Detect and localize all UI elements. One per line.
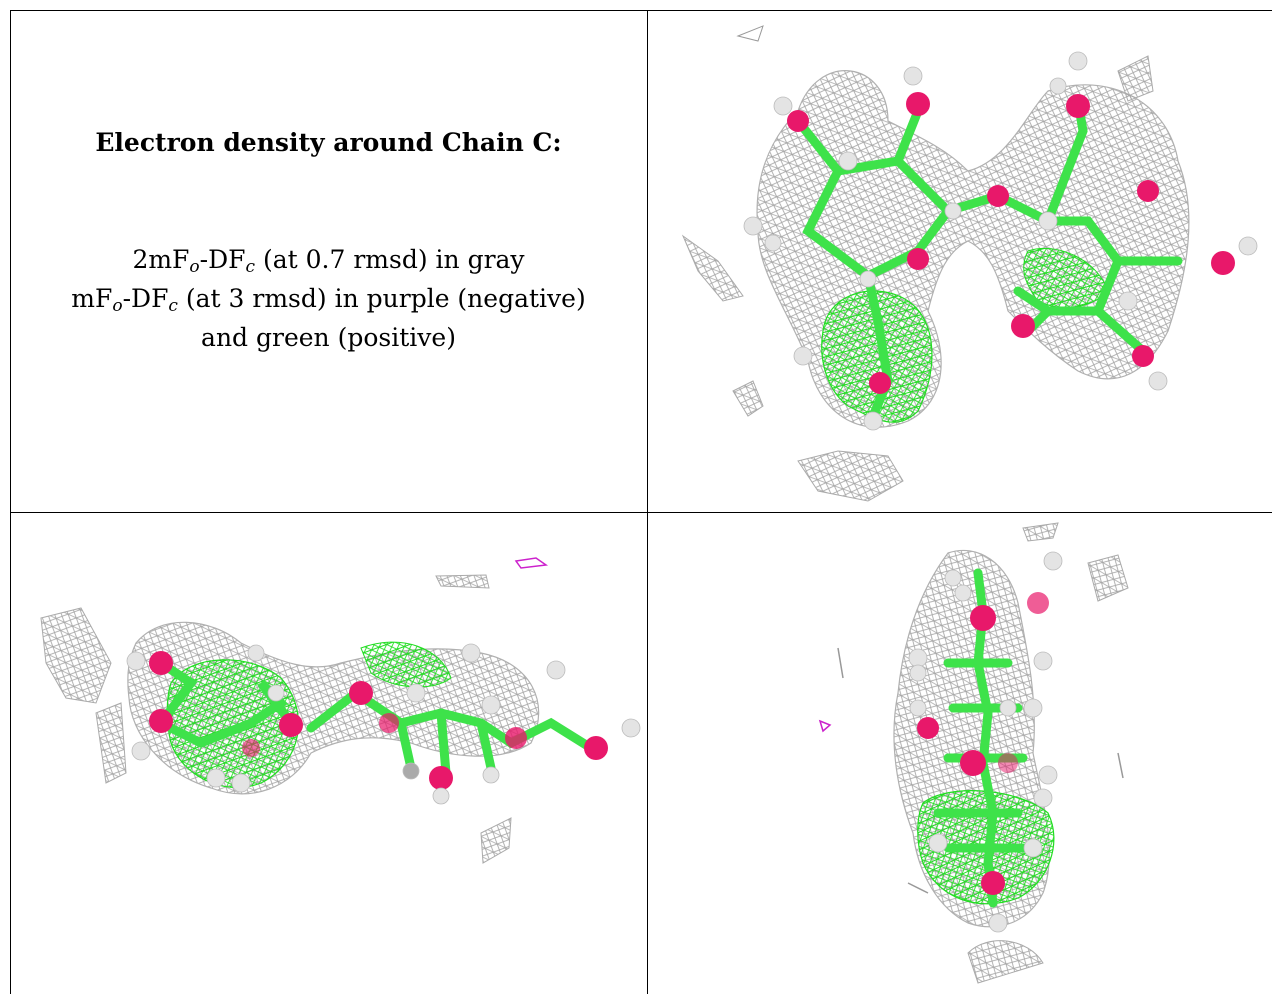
line1-sub-o: o [189,257,200,277]
oxygen-atoms [149,651,608,790]
stray-mesh [967,940,1044,984]
hydrogen-atoms [908,551,1063,933]
left-border [10,10,11,994]
line1-post: (at 0.7 rmsd) in gray [255,245,525,274]
stray-mesh [837,647,1124,894]
line2-sub-c: c [168,296,178,316]
caption-cell: Electron density around Chain C: 2mFo-DF… [10,10,647,512]
stray-mesh [40,607,112,704]
molecule-view-top [681,25,1258,502]
caption-line-difference: mFo-DFc (at 3 rmsd) in purple (negative) [10,284,647,316]
gray-density-mesh [756,70,1190,428]
green-density-mesh-small [1023,247,1109,309]
purple-density-mesh [818,719,832,733]
stray-mesh [681,234,744,302]
line2-sub-o: o [112,296,123,316]
caption-line-positive: and green (positive) [201,323,456,352]
line2-mid: -DF [122,284,169,313]
hydrogen-atoms [743,51,1258,431]
line1-mid: -DF [199,245,246,274]
middle-divider [647,10,648,994]
molecule-view-end-on [818,522,1129,984]
molecule-view-side [40,557,641,864]
stray-mesh [732,380,764,417]
green-density-mesh-small [360,641,452,688]
density-panel-top-right [648,11,1272,512]
figure-grid: Electron density around Chain C: 2mFo-DF… [10,10,1272,994]
line1-sub-c: c [245,257,256,277]
line2-pre: mF [71,284,113,313]
line2-post: (at 3 rmsd) in purple (negative) [177,284,586,313]
line1-pre: 2mF [132,245,190,274]
density-panel-bottom-right [648,513,1272,994]
stray-mesh [1022,522,1059,542]
density-panel-bottom-left [11,513,647,994]
oxygen-atoms [787,92,1235,394]
stray-mesh [480,817,512,864]
oxygen-atoms [917,592,1049,895]
caption-line-gray: 2mFo-DFc (at 0.7 rmsd) in gray [10,245,647,277]
hydrogen-atoms [126,643,641,805]
stray-mesh [1087,554,1129,602]
stray-mesh [1117,55,1154,102]
purple-density-mesh [514,557,549,569]
row-divider [10,512,1272,513]
stray-mesh [736,25,764,42]
top-border [10,10,1272,11]
stray-mesh [435,574,490,589]
caption-title: Electron density around Chain C: [95,128,562,157]
stray-mesh [95,702,127,784]
stray-mesh [797,450,904,502]
